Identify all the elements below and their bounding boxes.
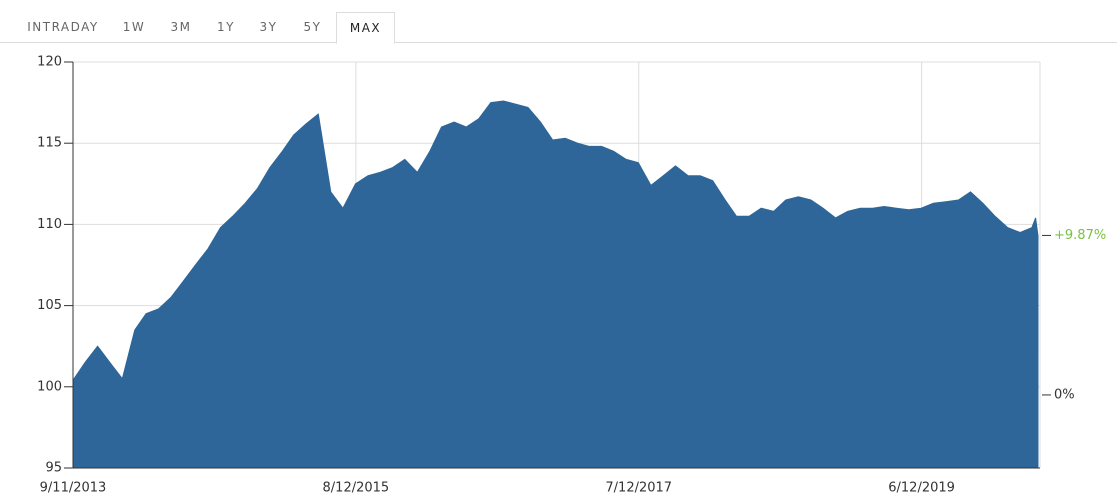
- range-tab[interactable]: INTRADAY: [27, 20, 99, 34]
- range-tab[interactable]: 1Y: [217, 20, 235, 34]
- range-tab[interactable]: 3Y: [259, 20, 278, 34]
- x-tick-label: 7/12/2017: [605, 481, 672, 496]
- y-tick-label: 115: [37, 136, 62, 151]
- y-tick-label: 100: [37, 379, 62, 394]
- y-tick-label: 110: [37, 217, 62, 232]
- y2-tick-label: 0%: [1054, 387, 1075, 402]
- y-tick-label: 120: [37, 55, 62, 70]
- range-tab[interactable]: 5Y: [303, 20, 322, 34]
- x-tick-label: 9/11/2013: [40, 481, 107, 496]
- range-tab[interactable]: 1W: [122, 20, 146, 34]
- area: [72, 100, 1039, 469]
- y-tick-label: 105: [37, 298, 62, 313]
- x-tick-label: 6/12/2019: [888, 481, 955, 496]
- y2-tick-label: +9.87%: [1054, 228, 1106, 243]
- range-tab[interactable]: 3M: [170, 20, 192, 34]
- range-tab[interactable]: MAX: [336, 12, 395, 44]
- x-tick-label: 8/12/2015: [323, 481, 390, 496]
- range-tabs: INTRADAY 1W 3M 1Y 3Y 5Y MAX: [0, 0, 1117, 44]
- y-tick-label: 95: [45, 461, 62, 476]
